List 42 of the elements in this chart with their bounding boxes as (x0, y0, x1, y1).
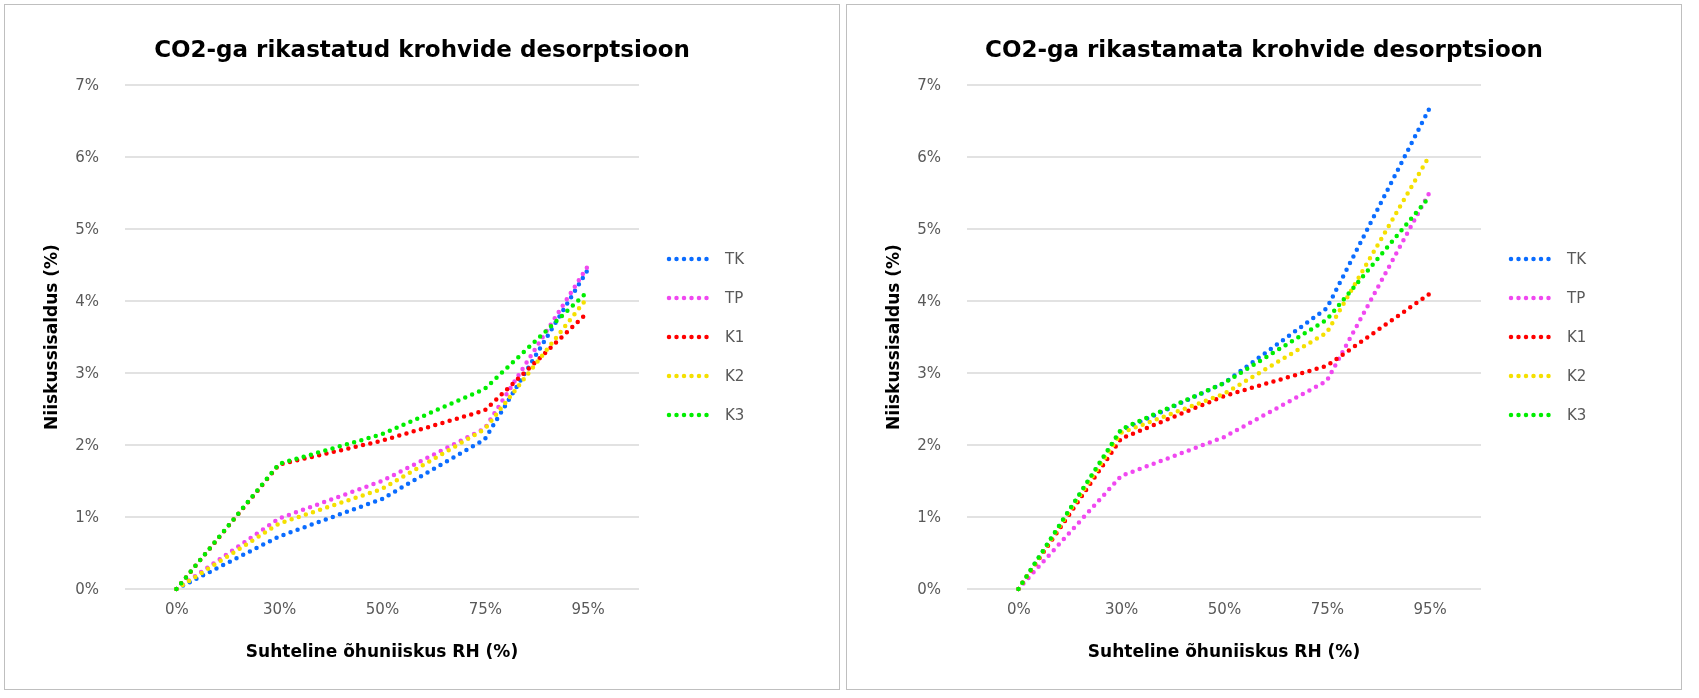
chart-title: CO2-ga rikastamata krohvide desorptsioon (985, 36, 1543, 62)
y-tick-label: 0% (917, 580, 941, 599)
legend-label: TK (724, 250, 746, 268)
legend-label: K1 (725, 328, 745, 346)
x-tick-label: 50% (365, 599, 400, 618)
legend-label: K1 (1567, 328, 1587, 346)
legend-label: K3 (1567, 406, 1587, 424)
x-tick-label: 75% (468, 599, 502, 618)
y-axis-title: Niiskussisaldus (%) (41, 244, 61, 430)
legend-label: K3 (725, 406, 745, 424)
y-tick-label: 3% (75, 364, 99, 383)
y-tick-label: 5% (917, 220, 941, 239)
y-tick-label: 0% (75, 580, 99, 599)
x-tick-label: 30% (1105, 599, 1139, 618)
y-tick-label: 6% (75, 148, 99, 167)
legend-label: TP (1566, 289, 1586, 307)
y-tick-label: 2% (75, 436, 99, 455)
y-tick-label: 1% (75, 508, 99, 527)
x-tick-label: 95% (1413, 599, 1447, 618)
x-tick-label: 0% (165, 599, 189, 618)
x-tick-label: 95% (571, 599, 605, 618)
legend-label: TP (724, 289, 744, 307)
x-tick-label: 30% (263, 599, 297, 618)
y-tick-label: 2% (917, 436, 941, 455)
legend-label: K2 (725, 367, 745, 385)
x-tick-label: 0% (1007, 599, 1031, 618)
chart-title: CO2-ga rikastatud krohvide desorptsioon (154, 36, 690, 62)
y-tick-label: 5% (75, 220, 99, 239)
legend-label: K2 (1567, 367, 1587, 385)
y-tick-label: 4% (75, 292, 99, 311)
y-tick-label: 1% (917, 508, 941, 527)
y-axis-title: Niiskussisaldus (%) (883, 244, 903, 430)
y-tick-label: 4% (917, 292, 941, 311)
y-tick-label: 7% (75, 76, 99, 95)
y-tick-label: 6% (917, 148, 941, 167)
x-axis-title: Suhteline õhuniiskus RH (%) (245, 641, 519, 661)
x-tick-label: 50% (1207, 599, 1242, 618)
legend-label: TK (1566, 250, 1588, 268)
x-tick-label: 75% (1310, 599, 1344, 618)
y-tick-label: 3% (917, 364, 941, 383)
x-axis-title: Suhteline õhuniiskus RH (%) (1087, 641, 1361, 661)
y-tick-label: 7% (917, 76, 941, 95)
